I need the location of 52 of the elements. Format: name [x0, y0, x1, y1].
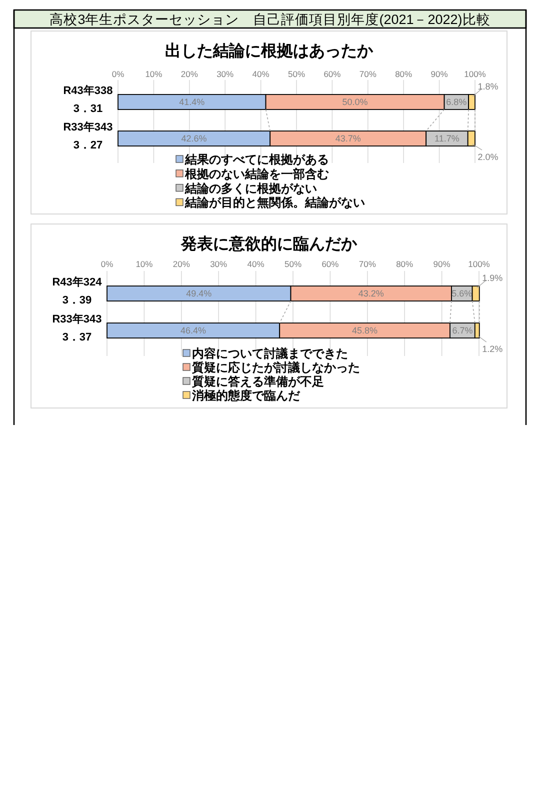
data-label: 11.7% [434, 134, 460, 144]
x-tick-label: 80% [395, 69, 413, 79]
data-label: 2.0% [478, 152, 498, 162]
x-tick-label: 90% [430, 69, 448, 79]
y-tick-label: R43年324 3．39 [52, 276, 103, 306]
x-tick-label: 100% [464, 69, 486, 79]
x-tick-label: 50% [284, 259, 302, 269]
data-label: 50.0% [342, 97, 368, 108]
x-tick-label: 90% [433, 259, 451, 269]
data-label: 41.4% [179, 97, 205, 108]
x-tick-label: 60% [322, 259, 340, 269]
data-label: 45.8% [352, 326, 378, 336]
data-label: 6.8% [446, 97, 467, 108]
legend-label: 根拠のない結論を一部含む [184, 166, 329, 181]
x-tick-label: 0% [112, 69, 125, 79]
x-tick-label: 40% [252, 69, 270, 79]
legend-label: 内容について討議までできた [192, 346, 348, 360]
y-tick-label: R43年338 3．31 [63, 84, 113, 115]
legend-label: 消極的態度で臨んだ [191, 388, 301, 402]
data-label: 42.6% [181, 134, 207, 144]
y-tick-label: R33年343 3．37 [52, 312, 102, 344]
legend-label: 質疑に答える準備が不足 [191, 374, 324, 388]
x-tick-label: 20% [172, 259, 190, 269]
x-tick-label: 50% [288, 69, 306, 79]
x-tick-label: 30% [216, 69, 234, 79]
x-tick-label: 10% [145, 69, 163, 79]
chart-title: 発表に意欲的に臨んだか [180, 235, 358, 253]
chart-title: 出した結論に根拠はあったか [165, 42, 374, 60]
legend-label: 質疑に応じたが討議しなかった [191, 360, 360, 374]
x-tick-label: 20% [180, 69, 198, 79]
data-label: 1.9% [482, 273, 503, 283]
text: 高校3年生ポスターセッション 自己評価項目別年度(2021－2022)比較 [50, 12, 490, 27]
x-tick-label: 10% [136, 259, 154, 269]
legend-label: 結論の多くに根拠がない [184, 181, 317, 196]
legend-label: 結果のすべてに根拠がある [184, 152, 329, 166]
x-tick-label: 40% [247, 259, 265, 269]
x-tick-label: 70% [359, 69, 377, 79]
legend-label: 結論が目的と無関係。結論がない [184, 196, 365, 210]
y-tick-label: R33年343 3．27 [63, 120, 113, 152]
x-tick-label: 80% [396, 259, 414, 269]
x-tick-label: 0% [100, 259, 114, 269]
x-tick-label: 30% [210, 259, 228, 269]
data-label: 43.7% [335, 134, 361, 144]
data-label: 1.2% [482, 344, 503, 354]
data-label: 49.4% [186, 288, 212, 299]
data-label: 46.4% [180, 326, 206, 336]
x-tick-label: 100% [468, 259, 490, 269]
data-label: 6.7% [452, 326, 473, 336]
data-label: 43.2% [358, 288, 384, 299]
x-tick-label: 70% [358, 259, 376, 269]
data-label: 1.8% [478, 82, 498, 92]
x-tick-label: 60% [324, 69, 342, 79]
